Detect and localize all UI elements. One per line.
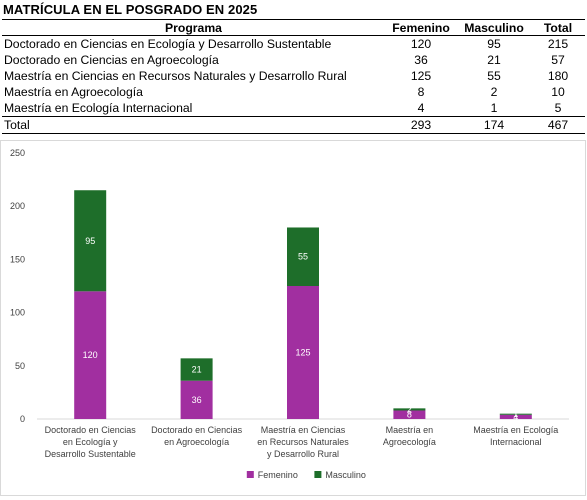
data-label-masculino: 21 bbox=[192, 365, 202, 375]
bar-femenino-3 bbox=[287, 286, 319, 419]
x-category-label-line: Desarrollo Sustentable bbox=[45, 449, 136, 459]
cell-femenino: 125 bbox=[410, 69, 432, 83]
enrollment-table: Programa Femenino Masculino Total Doctor… bbox=[2, 19, 585, 134]
cell-masculino: 1 bbox=[490, 101, 498, 115]
total-total: 467 bbox=[531, 116, 585, 134]
cell-femenino: 8 bbox=[417, 85, 425, 99]
bar-femenino-5 bbox=[499, 414, 532, 419]
x-category-label: Maestría en Ciencias en Recursos Naturale… bbox=[257, 425, 349, 459]
data-label-femenino: 120 bbox=[83, 350, 98, 360]
data-label-masculino: 2 bbox=[407, 404, 412, 414]
bar-masculino-1 bbox=[74, 190, 107, 292]
x-category-label: Doctorado en Ciencias en Agroecología bbox=[151, 425, 243, 447]
data-label-femenino: 8 bbox=[407, 410, 412, 420]
x-category-label-line: Maestría en bbox=[386, 425, 434, 435]
cell-femenino: 120 bbox=[410, 37, 432, 51]
cell-total: 57 bbox=[551, 53, 565, 67]
legend-label-femenino: Femenino bbox=[258, 470, 298, 480]
cell-programa: Maestría en Ciencias en Recursos Natural… bbox=[4, 69, 347, 83]
cell-masculino: 55 bbox=[487, 69, 501, 83]
y-tick-label: 50 bbox=[15, 361, 25, 371]
x-category-label-line: Internacional bbox=[490, 437, 542, 447]
x-category-label-line: en Recursos Naturales bbox=[257, 437, 349, 447]
table-row: Maestría en Agroecología 8 2 10 bbox=[2, 84, 585, 100]
cell-masculino: 95 bbox=[487, 37, 501, 51]
bar-masculino-2 bbox=[180, 358, 213, 381]
x-category-label-line: Maestría en Ciencias bbox=[261, 425, 346, 435]
x-category-label-line: Agroecología bbox=[383, 437, 436, 447]
table-header-row: Programa Femenino Masculino Total bbox=[2, 19, 585, 36]
bar-masculino-5 bbox=[499, 413, 532, 415]
data-label-masculino: 55 bbox=[298, 252, 308, 262]
header-programa: Programa bbox=[2, 19, 385, 36]
header-total: Total bbox=[531, 19, 585, 36]
x-category-label: Maestría en Agroecología bbox=[383, 425, 436, 447]
cell-programa: Doctorado en Ciencias en Ecología y Desa… bbox=[4, 37, 332, 51]
cell-femenino: 4 bbox=[417, 101, 425, 115]
cell-total: 10 bbox=[551, 85, 565, 99]
x-category-label: Maestría en Ecología Internacional bbox=[473, 425, 558, 447]
data-label-masculino: 95 bbox=[85, 236, 95, 246]
legend-swatch-masculino bbox=[314, 471, 322, 478]
data-label-femenino: 4 bbox=[513, 412, 518, 422]
x-category-label-line: Maestría en Ecología bbox=[473, 425, 558, 435]
table-title: MATRÍCULA EN EL POSGRADO EN 2025 bbox=[3, 2, 258, 17]
stacked-bar-chart: 0 50 100 150 200 250 120 95 Doctorado en Ciencia… bbox=[10, 148, 569, 480]
y-tick-label: 250 bbox=[10, 148, 25, 158]
table-row: Doctorado en Ciencias en Agroecología 36… bbox=[2, 52, 585, 68]
y-tick-label: 200 bbox=[10, 201, 25, 211]
cell-programa: Doctorado en Ciencias en Agroecología bbox=[4, 53, 219, 67]
total-femenino: 293 bbox=[385, 116, 457, 134]
cell-programa: Maestría en Ecología Internacional bbox=[4, 101, 193, 115]
y-tick-label: 100 bbox=[10, 308, 25, 318]
cell-programa: Maestría en Agroecología bbox=[4, 85, 143, 99]
legend-label-masculino: Masculino bbox=[325, 470, 366, 480]
header-femenino: Femenino bbox=[385, 19, 457, 36]
cell-masculino: 2 bbox=[490, 85, 498, 99]
bar-masculino-4 bbox=[393, 408, 426, 411]
x-category-label-line: en Agroecología bbox=[164, 437, 229, 447]
x-category-label-line: Doctorado en Ciencias bbox=[45, 425, 137, 435]
cell-total: 5 bbox=[554, 101, 562, 115]
x-category-label-line: y Desarrollo Rural bbox=[267, 449, 339, 459]
bar-masculino-3 bbox=[287, 227, 319, 286]
x-category-label-line: en Ecología y bbox=[63, 437, 118, 447]
table-total-row: Total 293 174 467 bbox=[2, 116, 585, 134]
table-row: Maestría en Ciencias en Recursos Natural… bbox=[2, 68, 585, 84]
data-label-femenino: 36 bbox=[192, 395, 202, 405]
chart-container: 0 50 100 150 200 250 120 95 Doctorado en Ciencia… bbox=[0, 140, 586, 496]
table-row: Doctorado en Ciencias en Ecología y Desa… bbox=[2, 36, 585, 53]
header-masculino: Masculino bbox=[457, 19, 531, 36]
x-category-label: Doctorado en Ciencias en Ecología y Desarr… bbox=[45, 425, 137, 459]
data-label-femenino: 125 bbox=[295, 348, 310, 358]
y-tick-label: 0 bbox=[20, 414, 25, 424]
y-tick-label: 150 bbox=[10, 254, 25, 264]
cell-total: 215 bbox=[547, 37, 569, 51]
bar-femenino-1 bbox=[74, 291, 107, 419]
bar-femenino-4 bbox=[393, 410, 426, 419]
total-masculino: 174 bbox=[457, 116, 531, 134]
cell-femenino: 36 bbox=[414, 53, 428, 67]
bar-femenino-2 bbox=[180, 380, 213, 419]
table-row: Maestría en Ecología Internacional 4 1 5 bbox=[2, 100, 585, 117]
data-label-masculino: 1 bbox=[513, 409, 518, 419]
legend-swatch-femenino bbox=[246, 471, 254, 478]
cell-masculino: 21 bbox=[487, 53, 501, 67]
total-label: Total bbox=[2, 116, 385, 134]
x-category-label-line: Doctorado en Ciencias bbox=[151, 425, 243, 435]
cell-total: 180 bbox=[547, 69, 569, 83]
